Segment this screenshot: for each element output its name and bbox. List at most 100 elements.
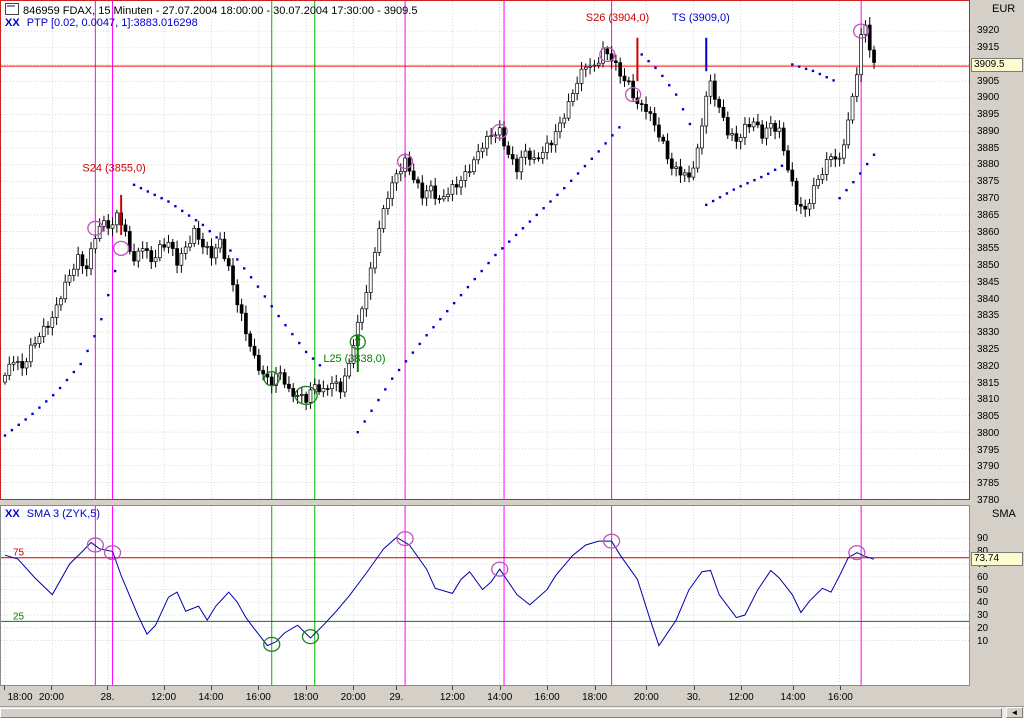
time-tick-mark	[594, 686, 596, 690]
time-tick-mark	[840, 686, 842, 690]
price-tick-label: 3895	[977, 109, 1000, 121]
indicator-tick-label: 10	[977, 636, 989, 647]
time-tick-mark	[693, 686, 695, 690]
time-tick-label: 16:00	[245, 692, 271, 703]
time-tick-label: 30.	[686, 692, 701, 703]
time-tick-mark	[258, 686, 260, 690]
scrollbar-left-arrow-icon: ◄	[1010, 708, 1019, 717]
price-tick-label: 3905	[977, 75, 1000, 87]
time-tick-label: 14:00	[487, 692, 513, 703]
time-tick-mark	[792, 686, 794, 690]
time-tick-mark	[4, 686, 5, 690]
price-tick-label: 3780	[977, 495, 1000, 506]
horizontal-scrollbar[interactable]: ◄	[0, 706, 1024, 718]
price-tick-label: 3800	[977, 427, 1000, 439]
indicator-tick-label: 30	[977, 610, 989, 622]
price-tick-label: 3805	[977, 411, 1000, 423]
indicator-panel[interactable]: 75 25 XX SMA 3 (ZYK,5)	[0, 505, 970, 686]
price-tick-label: 3875	[977, 176, 1000, 188]
price-tick-label: 3790	[977, 461, 1000, 473]
price-tick-label: 3890	[977, 125, 1000, 137]
indicator-tick-label: 90	[977, 533, 989, 544]
price-tick-label: 3795	[977, 444, 1000, 456]
indicator-grid-layer	[1, 506, 969, 685]
indicator-tick-label: 50	[977, 584, 989, 596]
time-tick-mark	[163, 686, 165, 690]
indicator-chart-canvas[interactable]: 75 25	[1, 506, 969, 685]
chart-window-title: 846959 FDAX, 15 Minuten - 27.07.2004 18:…	[5, 3, 417, 18]
indicator-tick-label: 80	[977, 546, 988, 557]
time-tick-label: 18:00	[293, 692, 319, 703]
chart-window-icon	[5, 3, 19, 15]
lower-indicator-text: SMA 3 (ZYK,5)	[26, 508, 101, 520]
indicator-axis-title: SMA	[992, 508, 1016, 520]
time-tick-mark	[353, 686, 355, 690]
parabolic-sar-dots-layer	[3, 53, 876, 437]
price-tick-label: 3900	[977, 92, 1000, 104]
time-tick-mark	[107, 686, 109, 690]
reference-line-label: 75	[13, 548, 25, 559]
price-tick-label: 3855	[977, 243, 1000, 255]
price-axis: EUR 3909.5 39203915391039053900389538903…	[970, 0, 1024, 506]
chart-title-text: 846959 FDAX, 15 Minuten - 27.07.2004 18:…	[23, 5, 418, 17]
time-tick-label: 20:00	[633, 692, 659, 703]
time-tick-label: 18:00	[582, 692, 608, 703]
indicator-tick-label: 60	[977, 571, 989, 583]
candles-layer	[3, 17, 876, 411]
time-tick-mark	[452, 686, 454, 690]
oscillator-line	[4, 536, 875, 647]
event-vlines-layer	[94, 506, 862, 685]
scrollbar-arrow-button[interactable]: ◄	[1006, 707, 1023, 718]
price-tick-label: 3915	[977, 41, 1000, 53]
svg-text:S26 (3904,0): S26 (3904,0)	[586, 12, 649, 24]
svg-text:L25 (3838,0): L25 (3838,0)	[323, 353, 385, 365]
time-tick-label: 14:00	[198, 692, 224, 703]
time-tick-mark	[51, 686, 53, 690]
price-tick-label: 3865	[977, 209, 1000, 221]
time-tick-mark	[547, 686, 549, 690]
price-tick-label: 3815	[977, 377, 1000, 389]
price-tick-label: 3810	[977, 394, 1000, 406]
time-tick-label: 12:00	[728, 692, 754, 703]
time-tick-label: 12:00	[439, 692, 465, 703]
time-tick-mark	[396, 686, 398, 690]
price-tick-label: 3835	[977, 310, 1000, 322]
time-axis: 18:00 20:00 28. 12:00 14:00 16:00 18:00 20:00 29…	[0, 686, 970, 706]
price-tick-label: 3830	[977, 327, 1000, 339]
price-tick-label: 3820	[977, 360, 1000, 372]
indicator-logo-icon: XX	[5, 17, 20, 29]
time-tick-label: 14:00	[780, 692, 806, 703]
time-tick-mark	[499, 686, 501, 690]
price-tick-label: 3785	[977, 478, 1000, 490]
price-tick-label: 3860	[977, 226, 1000, 238]
last-price-badge: 3909.5	[971, 58, 1023, 72]
time-tick-label: 18:00	[7, 692, 33, 703]
price-tick-label: 3870	[977, 192, 1000, 204]
signal-circles-layer	[86, 531, 866, 652]
time-tick-mark	[210, 686, 212, 690]
time-tick-label: 20:00	[38, 692, 64, 703]
price-chart-panel[interactable]: S24 (3855,0) L25 (3838,0) S26 (3904,0) TS (…	[0, 0, 970, 500]
price-tick-label: 3885	[977, 142, 1000, 154]
time-tick-label: 29.	[389, 692, 404, 703]
price-tick-label: 3845	[977, 276, 1000, 288]
trade-signal-markers: S24 (3855,0) L25 (3838,0) S26 (3904,0) TS (…	[82, 12, 730, 372]
scrollbar-thumb[interactable]	[0, 708, 1002, 718]
main-indicator-text: PTP [0.02, 0.0047, 1]:3883.016298	[26, 17, 198, 29]
price-tick-label: 3880	[977, 159, 1000, 171]
price-tick-label: 3920	[977, 25, 1000, 37]
price-tick-label: 3825	[977, 343, 1000, 355]
price-axis-currency-label: EUR	[992, 3, 1016, 15]
time-tick-label: 20:00	[340, 692, 366, 703]
time-tick-label: 16:00	[534, 692, 560, 703]
indicator-axis: SMA 73.74 908070605040302010	[970, 505, 1024, 686]
time-tick-label: 28.	[100, 692, 115, 703]
price-chart-canvas[interactable]: S24 (3855,0) L25 (3838,0) S26 (3904,0) TS (…	[1, 1, 969, 499]
time-tick-label: 16:00	[827, 692, 853, 703]
time-tick-mark	[646, 686, 648, 690]
price-tick-label: 3850	[977, 260, 1000, 272]
indicator-logo-icon: XX	[5, 508, 20, 520]
indicator-value-badge: 73.74	[971, 552, 1023, 566]
reference-line-label: 25	[13, 611, 25, 622]
svg-text:S24 (3855,0): S24 (3855,0)	[82, 162, 145, 174]
